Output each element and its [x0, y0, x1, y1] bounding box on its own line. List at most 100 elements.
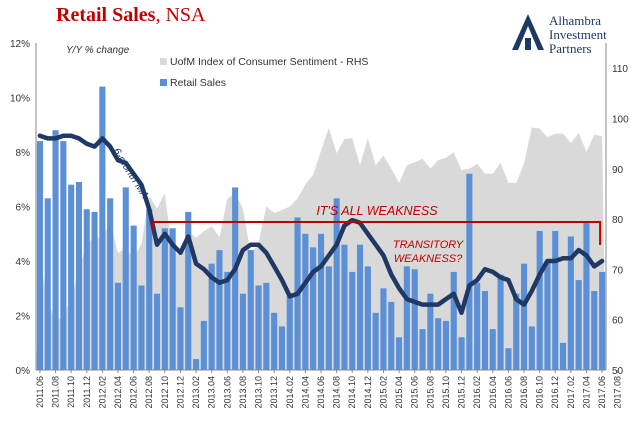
retail-sales-bar	[396, 337, 403, 370]
chart-title-suffix: , NSA	[155, 4, 206, 26]
right-axis-tick-label: 70	[612, 265, 624, 276]
retail-sales-bar	[513, 293, 520, 370]
logo-text: Alhambra Investment Partners	[549, 14, 607, 56]
legend-group: UofM Index of Consumer Sentiment - RHS Re…	[160, 56, 368, 89]
retail-sales-bar	[442, 320, 449, 370]
left-axis-tick-label: 6%	[16, 203, 31, 214]
retail-sales-bar	[91, 211, 98, 370]
x-axis-tick-label: 2011.12	[82, 376, 92, 408]
legend-swatch-retail	[160, 79, 167, 86]
retail-sales-bar	[44, 198, 51, 370]
x-axis-tick-label: 2014.12	[363, 376, 373, 409]
retail-sales-bar	[528, 326, 535, 370]
retail-sales-bar	[224, 271, 231, 370]
logo-line-1: Alhambra	[549, 13, 601, 28]
x-axis-tick-label: 2012.02	[97, 376, 107, 409]
retail-sales-bar	[575, 280, 582, 370]
retail-sales-bar	[208, 263, 215, 370]
retail-sales-bar	[286, 296, 293, 370]
retail-sales-bar	[130, 225, 137, 370]
x-axis-tick-label: 2014.10	[347, 376, 357, 409]
x-axis-tick-label: 2016.04	[488, 376, 498, 409]
weakness-bracket	[152, 221, 602, 245]
retail-sales-bar	[466, 173, 473, 370]
legend-label-sentiment: UofM Index of Consumer Sentiment - RHS	[170, 56, 368, 68]
x-axis-tick-label: 2012.08	[144, 376, 154, 409]
x-axis-tick-label: 2013.08	[238, 376, 248, 409]
retail-sales-bar	[544, 261, 551, 370]
x-axis-tick-label: 2012.06	[129, 376, 139, 409]
retail-sales-bar	[161, 228, 168, 370]
retail-sales-bar	[255, 285, 262, 370]
ma-annotation: 6-month MA	[110, 146, 150, 201]
retail-sales-bar	[146, 209, 153, 370]
retail-sales-bar	[302, 233, 309, 371]
chart-title: Retail Sales, NSA	[56, 4, 205, 27]
left-axis-tick-label: 10%	[10, 94, 30, 105]
chart-title-main: Retail Sales	[56, 4, 156, 26]
right-axis-tick-label: 90	[612, 165, 624, 176]
retail-sales-bar	[481, 291, 488, 370]
retail-sales-bar	[427, 293, 434, 370]
x-axis-tick-label: 2014.02	[285, 376, 295, 409]
left-axis-tick-label: 2%	[16, 312, 31, 323]
retail-sales-bar	[411, 269, 418, 370]
retail-sales-bar	[107, 198, 114, 370]
right-axis-tick-label: 80	[612, 215, 624, 226]
retail-sales-bar	[60, 141, 67, 370]
retail-sales-bar	[138, 285, 145, 370]
transitory-annotation: TRANSITORY	[393, 239, 464, 251]
x-axis-tick-label: 2013.10	[254, 376, 264, 409]
retail-sales-bar	[489, 329, 496, 370]
retail-sales-bar	[185, 211, 192, 370]
retail-sales-bar	[75, 182, 82, 370]
x-axis-tick-label: 2015.06	[410, 376, 420, 409]
retail-sales-bar	[177, 307, 184, 370]
x-axis-tick-label: 2016.10	[535, 376, 545, 409]
x-axis-tick-label: 2013.02	[191, 376, 201, 409]
retail-sales-bar	[232, 187, 239, 370]
retail-sales-bar	[372, 312, 379, 370]
retail-sales-bar	[278, 326, 285, 370]
retail-sales-bar	[122, 187, 129, 370]
retail-sales-bar	[239, 293, 246, 370]
retail-sales-bar	[474, 282, 481, 370]
x-axis-tick-label: 2011.08	[51, 376, 61, 408]
retail-sales-bar	[318, 233, 325, 371]
x-axis-tick-label: 2012.04	[113, 376, 123, 409]
retail-sales-bar	[599, 271, 606, 370]
retail-sales-bar	[193, 359, 200, 370]
retail-sales-bar	[450, 271, 457, 370]
x-axis-tick-label: 2013.04	[207, 376, 217, 409]
retail-sales-bar	[99, 86, 106, 370]
retail-sales-bar	[263, 282, 270, 370]
x-axis-tick-label: 2014.06	[316, 376, 326, 409]
retail-sales-bar	[419, 329, 426, 370]
weakness-annotation: IT'S ALL WEAKNESS	[316, 204, 438, 218]
retail-sales-bar	[403, 266, 410, 370]
x-axis-tick-label: 2015.12	[457, 376, 467, 409]
retail-sales-bar	[552, 231, 559, 370]
retail-sales-bar	[521, 263, 528, 370]
x-axis-tick-label: 2017.04	[582, 376, 592, 409]
retail-sales-bar	[216, 250, 223, 370]
x-axis-tick-label: 2013.06	[222, 376, 232, 409]
x-axis-tick-label: 2017.02	[566, 376, 576, 409]
left-axis-tick-label: 8%	[16, 148, 31, 159]
right-axis-tick-label: 60	[612, 316, 624, 327]
right-axis-tick-label: 100	[612, 115, 629, 126]
retail-sales-bar	[591, 291, 598, 370]
retail-sales-bar	[567, 236, 574, 370]
retail-sales-bar	[341, 244, 348, 370]
retail-sales-bars-group	[36, 86, 606, 371]
retail-sales-bar	[333, 198, 340, 370]
left-axis-tick-label: 0%	[16, 366, 31, 377]
left-axis-tick-label: 4%	[16, 257, 31, 268]
x-axis-tick-label: 2012.10	[160, 376, 170, 409]
retail-sales-bar	[364, 266, 371, 370]
logo-line-2: Investment	[549, 27, 607, 42]
retail-sales-bar	[200, 320, 207, 370]
retail-sales-bar	[583, 222, 590, 370]
